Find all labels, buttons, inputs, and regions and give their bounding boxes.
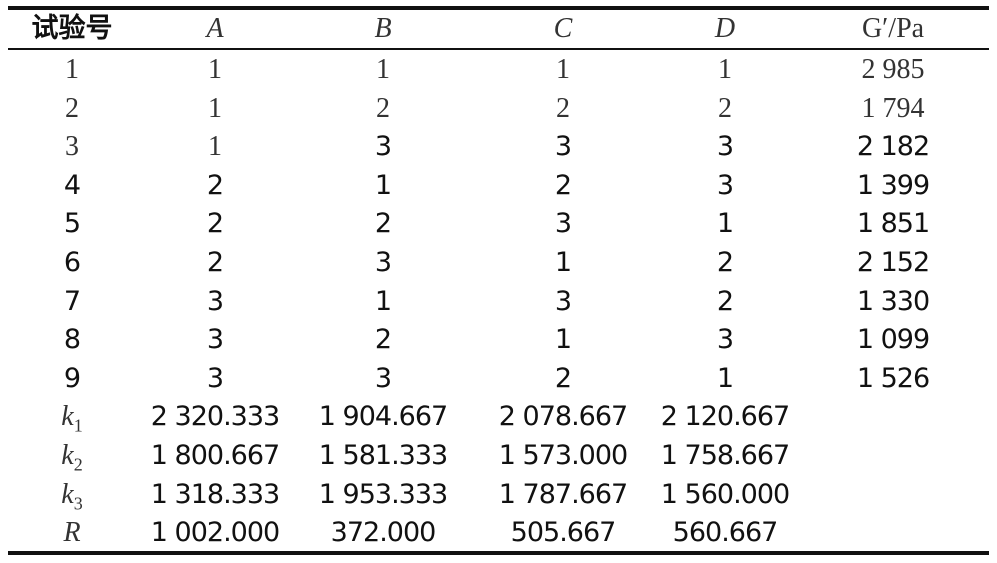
table-cell: 1 — [374, 285, 392, 317]
table-cell: 1 399 — [856, 169, 930, 201]
stat-value: 2 120.667 — [660, 401, 790, 433]
stat-value: 372.000 — [330, 517, 437, 549]
top-rule — [8, 6, 989, 10]
table-cell: 2 — [556, 92, 570, 124]
table-cell: 9 — [63, 362, 81, 394]
table-cell: 1 099 — [856, 324, 930, 356]
table-cell: 1 526 — [856, 362, 930, 394]
bottom-rule — [8, 551, 989, 555]
table-cell: 8 — [63, 324, 81, 356]
stat-subscript: 1 — [73, 415, 83, 436]
stat-value: 1 581.333 — [318, 440, 448, 471]
table-cell: 2 — [716, 247, 734, 278]
table-cell: 3 — [206, 362, 224, 394]
header-cell: G′/Pa — [861, 13, 925, 44]
table-cell: 3 — [716, 131, 734, 163]
table-cell: 4 — [63, 169, 81, 201]
header-cell: 试验号 — [31, 13, 113, 44]
table-cell: 2 — [206, 208, 224, 240]
stat-value: 1 953.333 — [318, 478, 448, 510]
table-cell: 1 — [376, 54, 390, 85]
table-cell: 3 — [65, 131, 79, 163]
table-cell: 3 — [206, 285, 224, 317]
header-cell: B — [374, 13, 392, 44]
table-cell: 5 — [63, 208, 81, 240]
table-cell: 2 — [374, 208, 392, 240]
stat-label: k3 — [61, 476, 82, 514]
stat-symbol: k — [61, 440, 74, 471]
table-cell: 2 182 — [856, 131, 930, 163]
table-cell: 2 152 — [856, 247, 930, 278]
stat-value: 1 904.667 — [318, 401, 448, 433]
stat-value: 505.667 — [510, 517, 617, 549]
table-cell: 3 — [554, 131, 572, 163]
stat-subscript: 2 — [73, 454, 83, 475]
table-cell: 3 — [374, 131, 392, 163]
table-cell: 1 330 — [856, 285, 930, 317]
table-cell: 3 — [716, 324, 734, 356]
stat-symbol: k — [61, 401, 74, 433]
table-cell: 7 — [63, 285, 81, 317]
table-cell: 2 — [554, 169, 572, 201]
stat-symbol: R — [63, 517, 81, 549]
table-cell: 3 — [206, 324, 224, 356]
table-cell: 2 — [716, 285, 734, 317]
table-cell: 1 851 — [856, 208, 930, 240]
stat-value: 1 318.333 — [150, 478, 280, 510]
table-cell: 1 — [208, 92, 222, 124]
stat-value: 1 573.000 — [498, 440, 628, 471]
stat-subscript: 3 — [73, 493, 83, 514]
table-cell: 3 — [554, 285, 572, 317]
header-cell: D — [714, 13, 736, 44]
table-cell: 1 — [716, 362, 734, 394]
header-cell: A — [206, 13, 224, 44]
table-cell: 1 — [208, 131, 222, 163]
table-cell: 1 794 — [861, 92, 925, 124]
table-cell: 2 985 — [861, 54, 925, 85]
stat-label: R — [63, 514, 80, 552]
table-cell: 2 — [376, 92, 390, 124]
table-cell: 1 — [716, 208, 734, 240]
table-cell: 3 — [716, 169, 734, 201]
table-cell: 1 — [554, 247, 572, 278]
stat-value: 560.667 — [672, 517, 779, 549]
table-cell: 2 — [65, 92, 79, 124]
stat-value: 2 320.333 — [150, 401, 280, 433]
stat-label: k1 — [61, 398, 82, 436]
table-cell: 1 — [718, 54, 732, 85]
stat-symbol: k — [61, 478, 74, 510]
table-cell: 1 — [556, 54, 570, 85]
table-cell: 6 — [63, 247, 81, 278]
table-cell: 3 — [554, 208, 572, 240]
table-cell: 2 — [718, 92, 732, 124]
header-rule — [8, 48, 989, 50]
stat-value: 1 002.000 — [150, 517, 280, 549]
table-cell: 2 — [206, 247, 224, 278]
table-cell: 1 — [208, 54, 222, 85]
table-cell: 1 — [65, 54, 79, 85]
stat-value: 1 800.667 — [150, 440, 280, 471]
stat-value: 2 078.667 — [498, 401, 628, 433]
header-cell: C — [553, 13, 573, 44]
stat-value: 1 758.667 — [660, 440, 790, 471]
stat-value: 1 560.000 — [660, 478, 790, 510]
table-cell: 3 — [374, 362, 392, 394]
stat-value: 1 787.667 — [498, 478, 628, 510]
table-cell: 2 — [554, 362, 572, 394]
table-cell: 1 — [554, 324, 572, 356]
table-cell: 3 — [374, 247, 392, 278]
table-cell: 2 — [206, 169, 224, 201]
table-cell: 2 — [374, 324, 392, 356]
stat-label: k2 — [61, 437, 82, 475]
table-cell: 1 — [374, 169, 392, 201]
